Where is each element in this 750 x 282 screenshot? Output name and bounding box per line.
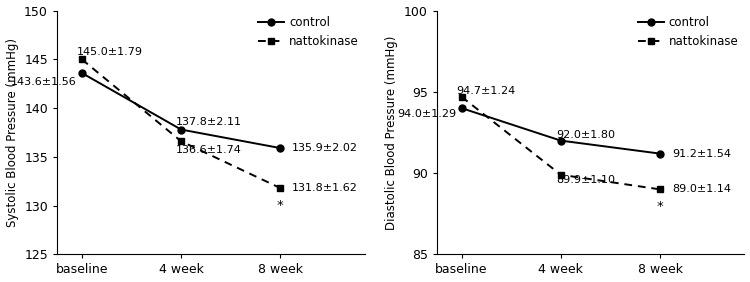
Text: 94.0±1.29: 94.0±1.29 (398, 109, 457, 119)
Text: 89.9±1.10: 89.9±1.10 (556, 175, 615, 186)
Line: nattokinase: nattokinase (458, 93, 664, 193)
Text: 94.7±1.24: 94.7±1.24 (457, 86, 516, 96)
Text: 135.9±2.02: 135.9±2.02 (292, 143, 358, 153)
control (77, 71, 86, 75)
control (276, 146, 285, 150)
nattokinase (276, 186, 285, 190)
nattokinase (656, 188, 664, 191)
nattokinase (556, 173, 566, 177)
Text: *: * (277, 199, 284, 212)
Text: 137.8±2.11: 137.8±2.11 (176, 117, 242, 127)
Text: 91.2±1.54: 91.2±1.54 (672, 149, 731, 158)
control (556, 139, 566, 142)
Text: 143.6±1.56: 143.6±1.56 (11, 77, 76, 87)
Line: control: control (78, 69, 284, 151)
Y-axis label: Diastolic Blood Pressure (mmHg): Diastolic Blood Pressure (mmHg) (386, 35, 398, 230)
Y-axis label: Systolic Blood Pressure (mmHg): Systolic Blood Pressure (mmHg) (5, 38, 19, 227)
Legend: control, nattokinase: control, nattokinase (633, 12, 743, 53)
control (176, 128, 185, 131)
nattokinase (457, 95, 466, 98)
nattokinase (176, 140, 185, 143)
Text: 131.8±1.62: 131.8±1.62 (292, 183, 358, 193)
Legend: control, nattokinase: control, nattokinase (254, 12, 364, 53)
Text: *: * (657, 200, 664, 213)
Text: 92.0±1.80: 92.0±1.80 (556, 130, 615, 140)
Text: 145.0±1.79: 145.0±1.79 (76, 47, 142, 56)
Line: nattokinase: nattokinase (78, 56, 284, 191)
Text: 136.6±1.74: 136.6±1.74 (176, 145, 242, 155)
control (656, 152, 664, 155)
Text: 89.0±1.14: 89.0±1.14 (672, 184, 731, 194)
control (457, 106, 466, 110)
nattokinase (77, 58, 86, 61)
Line: control: control (458, 105, 664, 157)
